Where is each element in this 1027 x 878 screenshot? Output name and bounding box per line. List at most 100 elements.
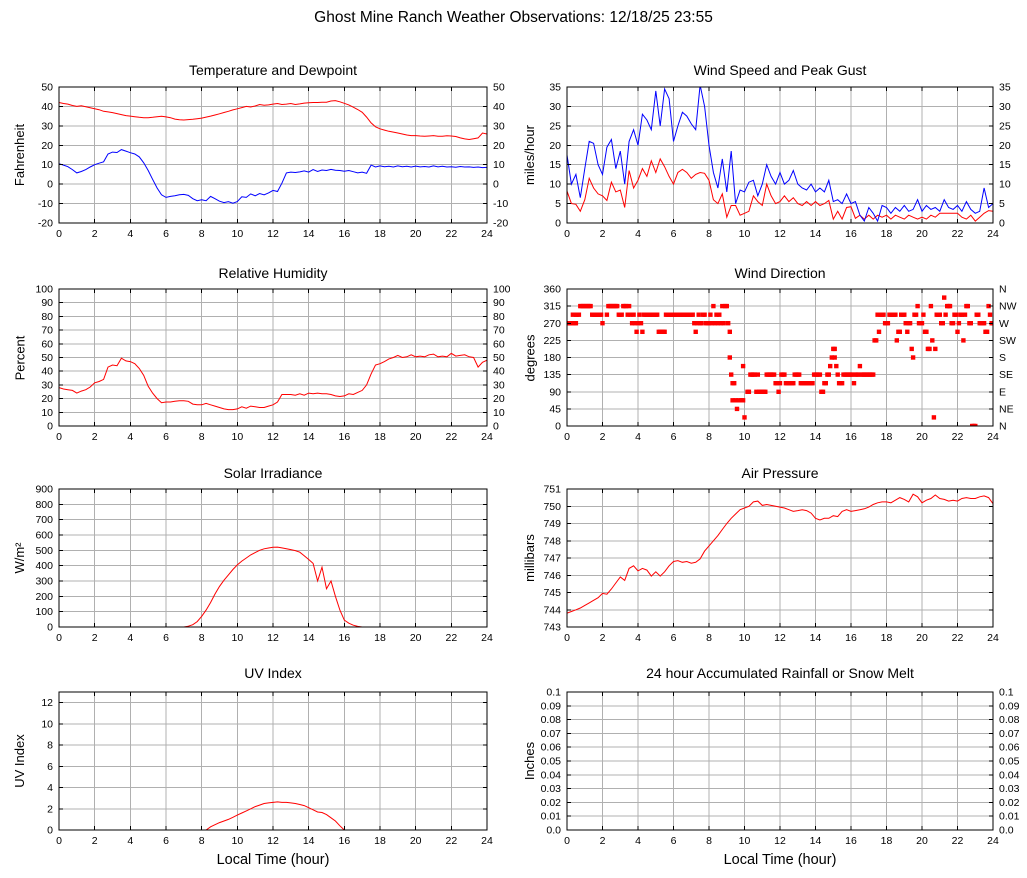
svg-text:90: 90 bbox=[549, 386, 561, 398]
svg-text:750: 750 bbox=[543, 501, 561, 513]
chart-title: 24 hour Accumulated Rainfall or Snow Mel… bbox=[646, 665, 914, 681]
svg-text:12: 12 bbox=[774, 632, 786, 644]
series-peak-gust bbox=[567, 87, 993, 223]
svg-text:10: 10 bbox=[231, 431, 243, 443]
svg-text:900: 900 bbox=[35, 484, 53, 496]
plot-area: 0 2 4 6 8 10 12 14 16 18 20 22 240.0 0.00.01 0.010.02 0… bbox=[541, 687, 1020, 848]
svg-text:0: 0 bbox=[56, 632, 62, 644]
svg-text:70: 70 bbox=[493, 325, 505, 337]
svg-text:SE: SE bbox=[999, 369, 1013, 381]
svg-text:5: 5 bbox=[555, 198, 561, 210]
svg-text:0.03: 0.03 bbox=[999, 783, 1020, 795]
svg-text:20: 20 bbox=[916, 835, 928, 847]
svg-text:22: 22 bbox=[445, 228, 457, 240]
svg-text:10: 10 bbox=[493, 407, 505, 419]
svg-text:270: 270 bbox=[543, 318, 561, 330]
svg-text:6: 6 bbox=[163, 228, 169, 240]
svg-text:2: 2 bbox=[92, 228, 98, 240]
svg-text:20: 20 bbox=[41, 140, 53, 152]
chart-relative-humidity: Relative Humidity Percent 0 2 4 6 8 10 12 14 16 1… bbox=[0, 258, 510, 458]
svg-text:500: 500 bbox=[35, 545, 53, 557]
svg-text:24: 24 bbox=[987, 835, 999, 847]
svg-text:0.02: 0.02 bbox=[541, 797, 562, 809]
svg-text:748: 748 bbox=[543, 535, 561, 547]
svg-text:24: 24 bbox=[481, 632, 493, 644]
tick-marks bbox=[566, 488, 994, 628]
svg-text:10: 10 bbox=[231, 835, 243, 847]
svg-text:22: 22 bbox=[952, 431, 964, 443]
svg-text:25: 25 bbox=[999, 120, 1011, 132]
svg-text:6: 6 bbox=[671, 632, 677, 644]
svg-text:0.06: 0.06 bbox=[999, 742, 1020, 754]
svg-text:0.1: 0.1 bbox=[546, 687, 561, 699]
svg-text:10: 10 bbox=[41, 407, 53, 419]
svg-text:4: 4 bbox=[635, 632, 641, 644]
svg-text:0.03: 0.03 bbox=[541, 783, 562, 795]
svg-text:14: 14 bbox=[810, 835, 822, 847]
svg-text:0: 0 bbox=[56, 228, 62, 240]
svg-text:22: 22 bbox=[445, 632, 457, 644]
series-dewpoint bbox=[59, 149, 487, 204]
svg-text:18: 18 bbox=[374, 632, 386, 644]
svg-text:18: 18 bbox=[374, 431, 386, 443]
svg-text:8: 8 bbox=[706, 431, 712, 443]
svg-text:30: 30 bbox=[41, 120, 53, 132]
svg-text:0: 0 bbox=[56, 431, 62, 443]
svg-text:30: 30 bbox=[493, 120, 505, 132]
gridlines bbox=[567, 289, 993, 426]
svg-text:90: 90 bbox=[41, 297, 53, 309]
svg-text:0.02: 0.02 bbox=[999, 797, 1020, 809]
svg-text:8: 8 bbox=[706, 632, 712, 644]
svg-text:-10: -10 bbox=[493, 198, 508, 210]
chart-rainfall: 24 hour Accumulated Rainfall or Snow Mel… bbox=[510, 658, 1027, 878]
chart-solar-irradiance: Solar Irradiance W/m² 0 2 4 6 8 10 12 14 16 18 20 2… bbox=[0, 458, 510, 658]
svg-text:24: 24 bbox=[481, 431, 493, 443]
page-title: Ghost Mine Ranch Weather Observations: 1… bbox=[314, 9, 713, 26]
svg-text:12: 12 bbox=[267, 632, 279, 644]
chart-title: Temperature and Dewpoint bbox=[188, 62, 358, 78]
svg-text:12: 12 bbox=[267, 835, 279, 847]
svg-text:90: 90 bbox=[493, 297, 505, 309]
svg-text:20: 20 bbox=[410, 835, 422, 847]
svg-text:16: 16 bbox=[845, 632, 857, 644]
svg-text:6: 6 bbox=[671, 228, 677, 240]
svg-text:743: 743 bbox=[543, 622, 561, 634]
chart-title: Solar Irradiance bbox=[223, 465, 323, 481]
svg-text:30: 30 bbox=[999, 101, 1011, 113]
svg-text:14: 14 bbox=[810, 228, 822, 240]
svg-text:0.09: 0.09 bbox=[541, 700, 562, 712]
svg-text:0.06: 0.06 bbox=[541, 742, 562, 754]
chart-title: Wind Speed and Peak Gust bbox=[693, 62, 867, 78]
svg-text:16: 16 bbox=[338, 835, 350, 847]
svg-text:24: 24 bbox=[481, 228, 493, 240]
svg-text:40: 40 bbox=[493, 366, 505, 378]
svg-text:2: 2 bbox=[92, 632, 98, 644]
svg-text:50: 50 bbox=[493, 352, 505, 364]
svg-text:45: 45 bbox=[549, 403, 561, 415]
svg-text:0: 0 bbox=[56, 835, 62, 847]
svg-text:18: 18 bbox=[374, 835, 386, 847]
svg-text:6: 6 bbox=[163, 835, 169, 847]
svg-text:10: 10 bbox=[231, 632, 243, 644]
series-humidity bbox=[59, 352, 487, 411]
svg-text:14: 14 bbox=[303, 632, 315, 644]
svg-text:751: 751 bbox=[543, 484, 561, 496]
svg-text:0: 0 bbox=[47, 825, 53, 837]
plot-area: 0 2 4 6 8 10 12 14 16 18 20 22 24-20 -20-10 -100 010 102… bbox=[38, 82, 509, 241]
x-axis-label: Local Time (hour) bbox=[723, 852, 837, 868]
svg-text:15: 15 bbox=[549, 159, 561, 171]
svg-text:180: 180 bbox=[543, 352, 561, 364]
svg-text:N: N bbox=[999, 421, 1007, 433]
svg-text:749: 749 bbox=[543, 518, 561, 530]
svg-text:12: 12 bbox=[267, 228, 279, 240]
svg-text:8: 8 bbox=[199, 632, 205, 644]
series-wind-direction bbox=[567, 295, 993, 426]
svg-text:18: 18 bbox=[881, 228, 893, 240]
svg-text:4: 4 bbox=[635, 835, 641, 847]
svg-text:-20: -20 bbox=[493, 218, 508, 230]
